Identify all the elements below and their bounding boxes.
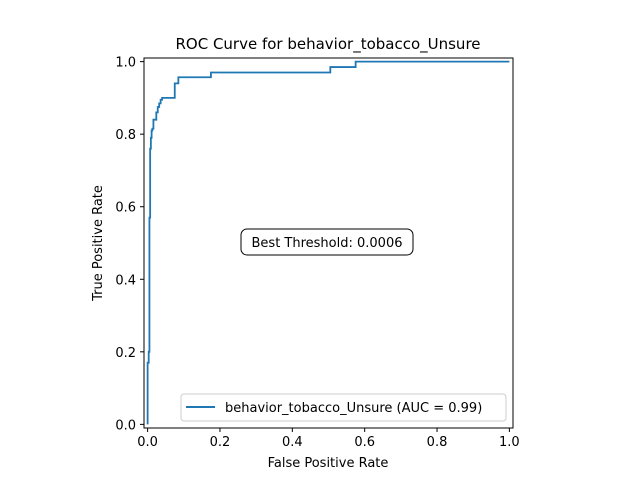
y-tick-label: 0.2 — [115, 346, 136, 361]
x-tick-label: 0.0 — [137, 435, 158, 450]
series-layer — [146, 60, 510, 425]
y-axis-ticks: 0.0 0.2 0.4 0.6 0.8 1.0 — [115, 56, 144, 433]
legend-box — [180, 393, 507, 422]
plot-frame — [143, 57, 514, 429]
x-tick-label: 0.8 — [427, 435, 448, 450]
y-tick-label: 0.0 — [115, 418, 136, 433]
x-tick-label: 0.2 — [210, 435, 231, 450]
annotation-box — [240, 228, 414, 256]
roc-curve-line-0 — [146, 60, 510, 425]
plot-area: 0.0 0.2 0.4 0.6 0.8 1.0 0.0 0.2 0.4 0.6 0.8 1.0 — [115, 56, 519, 450]
x-tick-label: 0.4 — [282, 435, 303, 450]
y-tick-label: 0.8 — [115, 128, 136, 143]
threshold-annotation: Best Threshold: 0.0006 — [240, 228, 414, 256]
x-axis-ticks: 0.0 0.2 0.4 0.6 0.8 1.0 — [137, 428, 520, 450]
y-tick-label: 1.0 — [115, 56, 136, 71]
y-tick-label: 0.6 — [115, 201, 136, 216]
legend-entry-label: behavior_tobacco_Unsure (AUC = 0.99) — [225, 401, 482, 416]
x-tick-label: 0.6 — [354, 435, 375, 450]
y-tick-label: 0.4 — [115, 273, 136, 288]
legend: behavior_tobacco_Unsure (AUC = 0.99) — [180, 393, 507, 422]
annotation-text: Best Threshold: 0.0006 — [252, 236, 403, 251]
chart-title: ROC Curve for behavior_tobacco_Unsure — [175, 35, 480, 54]
x-axis-label: False Positive Rate — [268, 456, 389, 471]
y-axis-label: True Positive Rate — [91, 185, 106, 302]
x-tick-label: 1.0 — [499, 435, 520, 450]
